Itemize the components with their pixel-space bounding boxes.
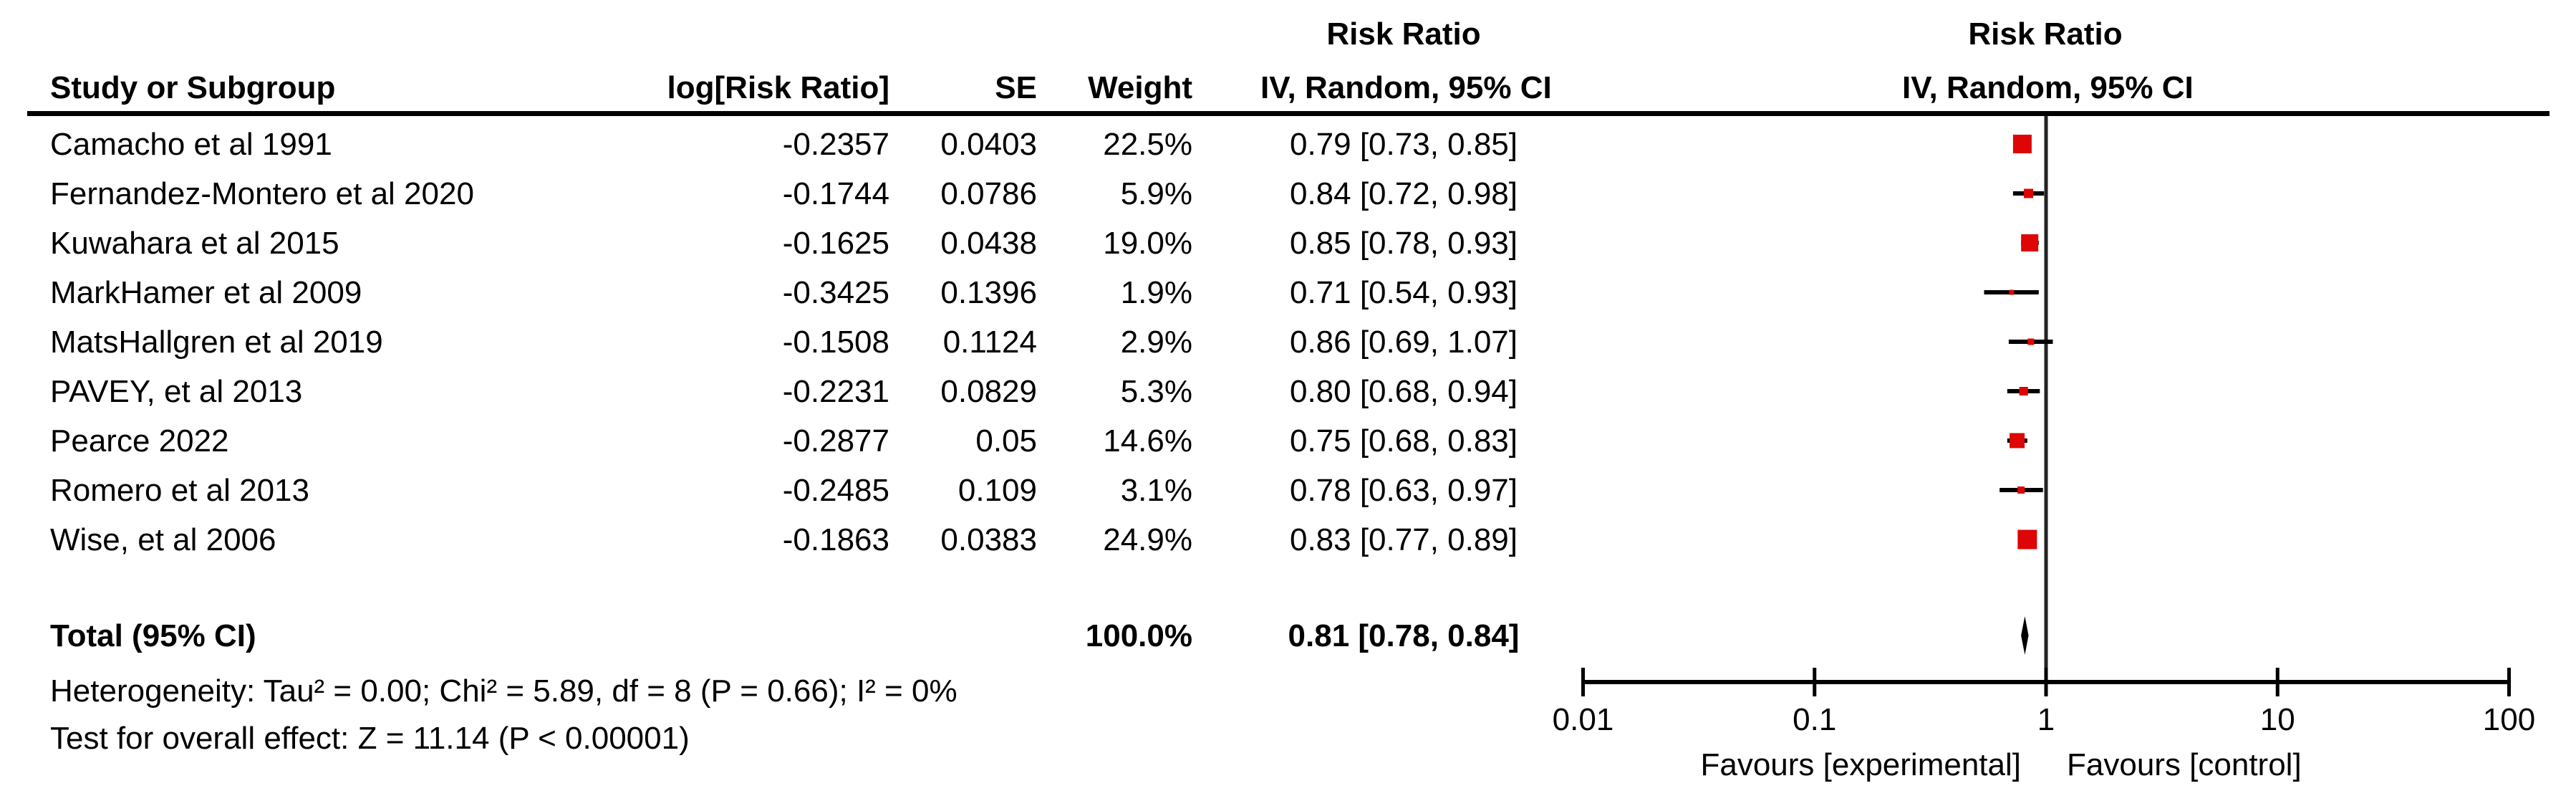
se-value: 0.0383 bbox=[940, 522, 1037, 557]
effect-square bbox=[2017, 529, 2037, 550]
se-value: 0.1396 bbox=[940, 274, 1037, 310]
header-divider bbox=[27, 111, 2550, 116]
study-name: Fernandez-Montero et al 2020 bbox=[50, 176, 474, 211]
se-value: 0.0438 bbox=[940, 225, 1037, 261]
overall-effect-note: Test for overall effect: Z = 11.14 (P < … bbox=[50, 721, 690, 756]
ci-column-header-right: IV, Random, 95% CI bbox=[1902, 70, 2194, 105]
weight-value: 14.6% bbox=[1103, 423, 1192, 459]
favours-control-label: Favours [control] bbox=[2067, 747, 2302, 782]
se-value: 0.1124 bbox=[942, 324, 1037, 360]
heterogeneity-note: Heterogeneity: Tau² = 0.00; Chi² = 5.89,… bbox=[50, 673, 957, 709]
se-value: 0.0403 bbox=[940, 126, 1037, 162]
study-name: MatsHallgren et al 2019 bbox=[50, 324, 383, 360]
ci-text: 0.83 [0.77, 0.89] bbox=[1289, 522, 1518, 557]
total-diamond bbox=[2021, 616, 2029, 655]
study-name: Camacho et al 1991 bbox=[50, 126, 332, 162]
favours-experimental-label: Favours [experimental] bbox=[1700, 747, 2021, 782]
log-rr-value: -0.1625 bbox=[782, 225, 889, 261]
log-rr-value: -0.2357 bbox=[782, 126, 889, 162]
log-rr-value: -0.1744 bbox=[782, 176, 889, 211]
total-weight: 100.0% bbox=[1085, 618, 1192, 653]
total-ci-text: 0.81 [0.78, 0.84] bbox=[1288, 618, 1520, 653]
study-name: Romero et al 2013 bbox=[50, 472, 309, 508]
log-rr-value: -0.2485 bbox=[782, 472, 889, 508]
axis-tick-label: 0.01 bbox=[1552, 702, 1614, 737]
effect-square bbox=[2024, 188, 2034, 198]
weight-value: 5.3% bbox=[1120, 373, 1192, 409]
ci-text: 0.84 [0.72, 0.98] bbox=[1289, 176, 1518, 211]
study-name: MarkHamer et al 2009 bbox=[50, 274, 362, 310]
ci-text: 0.71 [0.54, 0.93] bbox=[1289, 274, 1518, 310]
se-value: 0.05 bbox=[975, 423, 1037, 459]
effect-square bbox=[2010, 433, 2025, 448]
ci-text: 0.75 [0.68, 0.83] bbox=[1289, 423, 1518, 459]
se-value: 0.109 bbox=[957, 472, 1037, 508]
total-label: Total (95% CI) bbox=[50, 618, 256, 653]
axis-tick-label: 100 bbox=[2482, 702, 2536, 737]
weight-column-header: Weight bbox=[1088, 70, 1192, 105]
weight-value: 19.0% bbox=[1103, 225, 1192, 261]
study-name: Pearce 2022 bbox=[50, 423, 229, 459]
effect-square bbox=[2027, 338, 2035, 345]
study-name: Kuwahara et al 2015 bbox=[50, 225, 339, 261]
weight-value: 2.9% bbox=[1120, 324, 1192, 360]
log-rr-value: -0.1863 bbox=[782, 522, 889, 557]
log-rr-value: -0.2231 bbox=[782, 373, 889, 409]
weight-value: 5.9% bbox=[1120, 176, 1192, 211]
study-column-header: Study or Subgroup bbox=[50, 70, 336, 105]
ci-column-header-left: IV, Random, 95% CI bbox=[1260, 70, 1552, 105]
left-effect-header: Risk Ratio bbox=[1326, 16, 1481, 52]
study-name: PAVEY, et al 2013 bbox=[50, 373, 303, 409]
weight-value: 1.9% bbox=[1120, 274, 1192, 310]
ci-text: 0.85 [0.78, 0.93] bbox=[1289, 225, 1518, 261]
log-rr-value: -0.3425 bbox=[782, 274, 889, 310]
axis-tick-label: 10 bbox=[2259, 702, 2295, 737]
ci-text: 0.79 [0.73, 0.85] bbox=[1289, 126, 1518, 162]
effect-square bbox=[2019, 387, 2028, 395]
log-rr-value: -0.2877 bbox=[782, 423, 889, 459]
effect-square bbox=[2021, 234, 2039, 251]
ci-text: 0.80 [0.68, 0.94] bbox=[1289, 373, 1518, 409]
weight-value: 24.9% bbox=[1103, 522, 1192, 557]
axis-tick-label: 1 bbox=[2037, 702, 2055, 737]
effect-square bbox=[2009, 289, 2015, 295]
weight-value: 3.1% bbox=[1120, 472, 1192, 508]
right-effect-header: Risk Ratio bbox=[1968, 16, 2123, 52]
se-value: 0.0786 bbox=[940, 176, 1037, 211]
se-column-header: SE bbox=[995, 70, 1037, 105]
se-value: 0.0829 bbox=[940, 373, 1037, 409]
weight-value: 22.5% bbox=[1103, 126, 1192, 162]
log-rr-value: -0.1508 bbox=[782, 324, 889, 360]
effect-square bbox=[2012, 135, 2032, 153]
study-name: Wise, et al 2006 bbox=[50, 522, 276, 557]
ci-text: 0.78 [0.63, 0.97] bbox=[1289, 472, 1518, 508]
log-rr-column-header: log[Risk Ratio] bbox=[667, 70, 889, 105]
axis-tick-label: 0.1 bbox=[1793, 702, 1837, 737]
ci-text: 0.86 [0.69, 1.07] bbox=[1289, 324, 1518, 360]
effect-square bbox=[2017, 486, 2025, 494]
